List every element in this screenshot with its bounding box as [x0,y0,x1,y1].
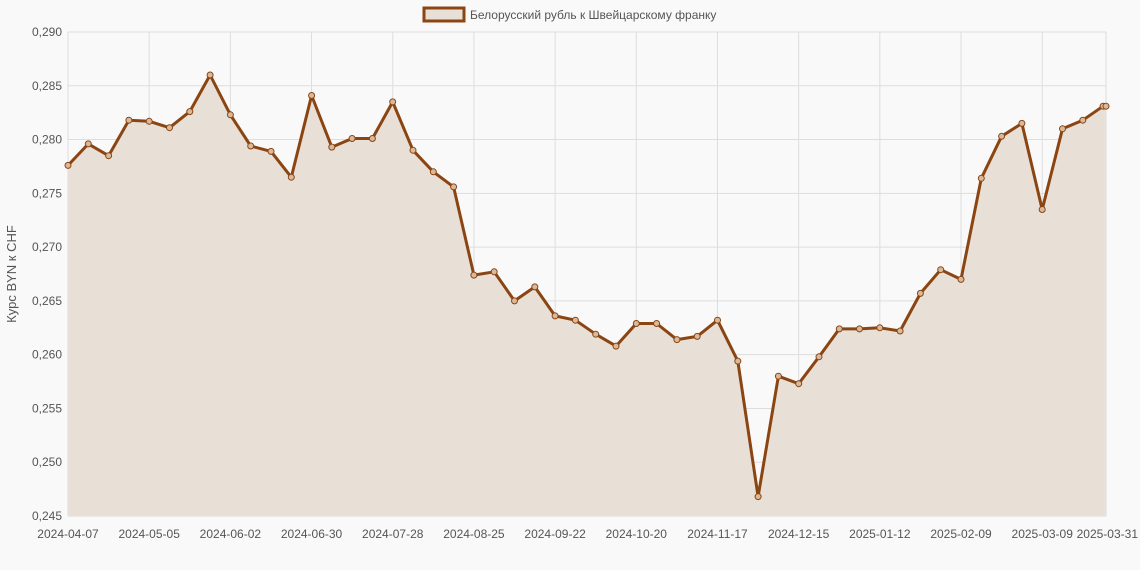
data-point[interactable] [206,71,214,79]
data-point[interactable] [1102,102,1110,110]
data-point[interactable] [916,289,924,297]
y-tick-label: 0,280 [32,133,62,147]
data-point[interactable] [166,124,173,132]
data-point[interactable] [84,140,92,148]
data-point[interactable] [896,327,904,335]
data-point[interactable] [531,283,539,291]
data-point[interactable] [511,297,518,305]
y-tick-label: 0,260 [32,348,62,362]
x-tick-label: 2024-10-20 [606,527,668,541]
data-point[interactable] [389,98,397,106]
data-point[interactable] [714,316,721,324]
data-point[interactable] [571,316,579,324]
x-tick-label: 2024-12-15 [768,527,830,541]
data-point[interactable] [856,325,863,333]
data-point[interactable] [632,320,640,327]
x-tick-label: 2025-03-09 [1012,527,1074,541]
x-axis-ticks: 2024-04-07 2024-05-05 2024-06-02 2024-06-30… [37,527,1138,541]
data-point[interactable] [287,173,295,181]
data-point[interactable] [64,161,72,169]
data-point[interactable] [592,330,600,338]
y-tick-label: 0,265 [32,294,62,308]
data-point[interactable] [450,183,458,191]
x-tick-label: 2024-05-05 [118,527,180,541]
data-point[interactable] [998,132,1006,140]
series-area [68,75,1106,516]
data-point[interactable] [551,312,559,320]
data-point[interactable] [795,380,803,388]
data-point[interactable] [815,353,823,361]
data-point[interactable] [937,266,945,274]
data-point[interactable] [1038,206,1046,213]
y-tick-label: 0,285 [32,79,62,93]
area-fill [68,75,1106,516]
data-point[interactable] [1059,125,1066,133]
x-tick-label: 2024-06-02 [200,527,262,541]
data-point[interactable] [226,111,234,119]
data-point[interactable] [125,116,133,124]
x-tick-label: 2024-07-28 [362,527,424,541]
y-axis-ticks: 0,290 0,285 0,280 0,275 0,270 0,265 0,260 0,255… [32,25,62,523]
y-tick-label: 0,250 [32,455,62,469]
data-point[interactable] [1079,116,1087,124]
data-point[interactable] [693,332,701,340]
data-point[interactable] [490,268,498,276]
legend-label: Белорусский рубль к Швейцарскому франку [470,8,716,22]
data-point[interactable] [429,168,437,176]
y-tick-label: 0,275 [32,186,62,200]
x-tick-label: 2025-03-31 [1077,527,1139,541]
y-tick-label: 0,255 [32,401,62,415]
y-tick-label: 0,245 [32,509,62,523]
data-point[interactable] [348,135,356,142]
data-point[interactable] [267,147,275,155]
data-point[interactable] [145,117,153,125]
data-point[interactable] [612,342,620,350]
data-points [64,71,1110,501]
data-point[interactable] [754,493,762,501]
data-point[interactable] [409,146,417,154]
data-point[interactable] [774,372,782,380]
data-point[interactable] [105,152,113,160]
x-tick-label: 2024-09-22 [524,527,586,541]
x-tick-label: 2025-02-09 [930,527,992,541]
data-point[interactable] [308,92,316,99]
legend-swatch [422,6,466,23]
data-point[interactable] [186,108,194,116]
y-tick-label: 0,290 [32,25,62,39]
y-tick-label: 0,270 [32,240,62,254]
data-point[interactable] [368,135,376,142]
data-point[interactable] [1018,119,1026,127]
data-point[interactable] [328,143,336,151]
legend[interactable]: Белорусский рубль к Швейцарскому франку [422,6,716,23]
data-point[interactable] [653,320,661,327]
data-point[interactable] [247,142,255,150]
data-point[interactable] [470,271,478,279]
x-tick-label: 2024-11-17 [687,527,748,541]
x-tick-label: 2024-06-30 [281,527,343,541]
data-point[interactable] [957,275,965,283]
x-tick-label: 2025-01-12 [849,527,911,541]
data-point[interactable] [977,174,985,182]
data-point[interactable] [835,325,843,333]
x-tick-label: 2024-04-07 [37,527,99,541]
y-axis-title: Курс BYN к CHF [4,225,19,323]
x-tick-label: 2024-08-25 [443,527,505,541]
data-point[interactable] [734,357,742,365]
data-point[interactable] [876,324,884,332]
data-point[interactable] [673,336,681,344]
